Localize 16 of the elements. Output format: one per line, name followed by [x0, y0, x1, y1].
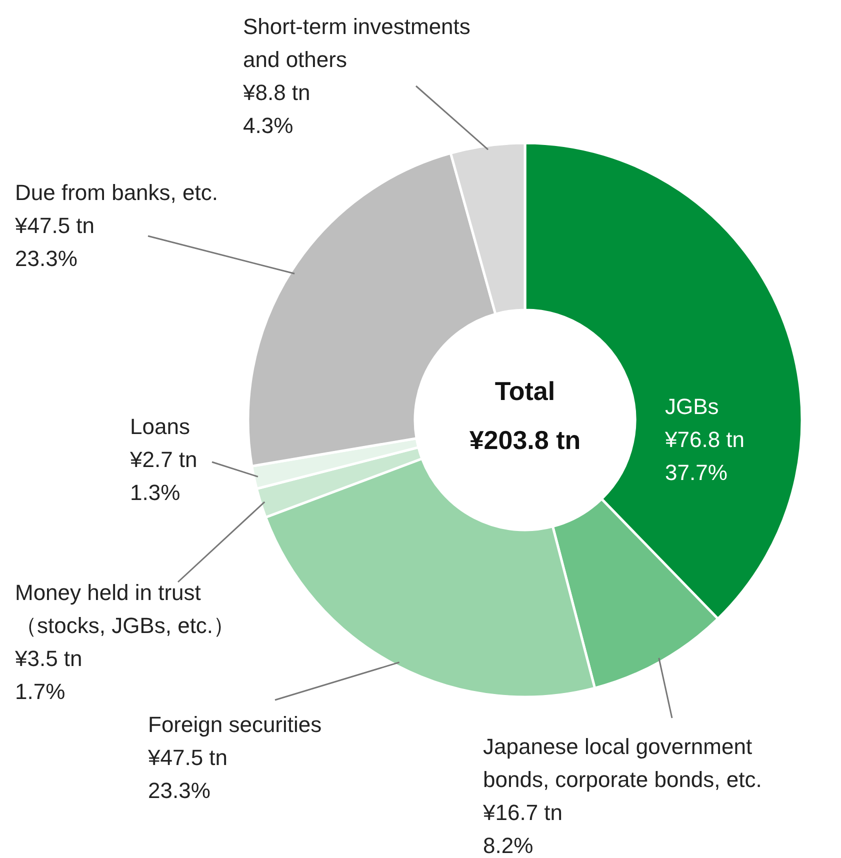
text: ¥203.8 tn [468, 425, 582, 456]
data-label: ¥47.5 tn 23.3% [148, 745, 228, 803]
slice-label: Short-term investments and others [243, 14, 470, 72]
slice-label: Foreign securities [148, 712, 322, 737]
data-label: ¥16.7 tn 8.2% [483, 800, 563, 858]
data-label: ¥8.8 tn 4.3% [243, 80, 310, 138]
slice-label: Loans [130, 414, 190, 439]
text: Total [494, 376, 556, 407]
slice-label: Due from banks, etc. [15, 180, 218, 205]
data-label: ¥3.5 tn 1.7% [15, 646, 82, 704]
slice-label: Money held in trust （stocks, JGBs, etc.） [15, 580, 236, 638]
data-label: ¥47.5 tn 23.3% [15, 213, 95, 271]
slice-label: Japanese local government bonds, corporate bonds, etc. [483, 734, 762, 792]
slice-label: JGBs [665, 394, 719, 419]
data-label: ¥2.7 tn 1.3% [130, 447, 198, 505]
data-label: ¥76.8 tn 37.7% [665, 427, 745, 485]
